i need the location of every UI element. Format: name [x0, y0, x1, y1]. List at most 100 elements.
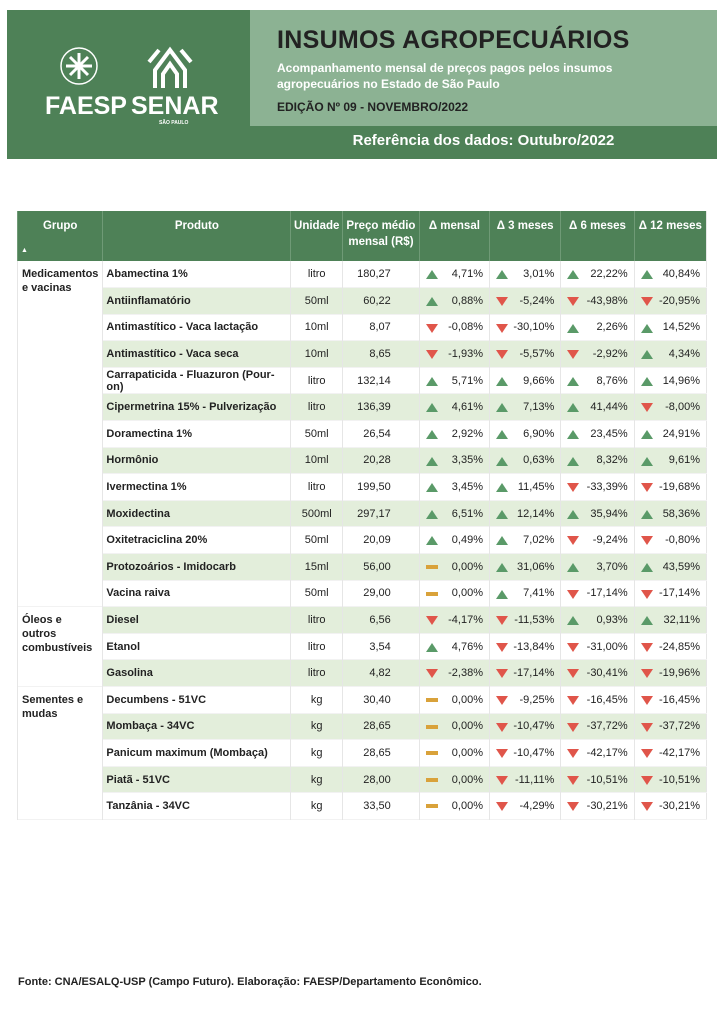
product-name: Antiinflamatório [106, 294, 191, 307]
unit-cell: 10ml [290, 314, 343, 341]
change-3-months-cell: -11,11% [488, 766, 561, 793]
unit-cell: litro [290, 393, 343, 421]
column-header[interactable]: Produto [102, 211, 291, 261]
column-header-label: Δ 3 meses [496, 220, 554, 232]
change-3-months-cell: 0,63% [488, 447, 561, 474]
page-subtitle: Acompanhamento mensal de preços pagos pe… [277, 61, 613, 91]
triangle-up-icon [495, 563, 508, 573]
product-name: Oxitetraciclina 20% [106, 534, 208, 547]
average-price: 28,00 [363, 773, 391, 786]
product-name-cell: Antimastítico - Vaca lactação [102, 314, 291, 341]
average-price-cell: 8,07 [342, 314, 420, 341]
change-3-months: -4,29% [519, 800, 555, 813]
change-6-months-cell: -37,72% [560, 713, 635, 740]
triangle-down-icon [640, 669, 653, 679]
average-price: 29,00 [363, 587, 391, 600]
change-3-months-cell: -30,10% [488, 314, 561, 341]
product-name: Diesel [106, 614, 139, 627]
triangle-down-icon [567, 775, 580, 785]
change-3-months-cell: -13,84% [488, 633, 561, 660]
change-monthly: 6,51% [451, 507, 483, 520]
product-name: Moxidectina [106, 507, 170, 520]
triangle-down-icon [640, 749, 653, 759]
senar-logo-text: SENAR [131, 92, 219, 120]
triangle-up-icon [640, 563, 653, 573]
change-6-months: -33,39% [586, 481, 628, 494]
change-monthly-cell: 3,45% [418, 473, 490, 501]
triangle-up-icon [495, 430, 508, 440]
change-monthly-cell: 0,49% [418, 526, 490, 554]
change-12-months-cell: -0,80% [633, 526, 707, 554]
change-12-months-cell: -19,68% [633, 473, 707, 501]
change-3-months: -11,53% [514, 614, 555, 627]
average-price-cell: 6,56 [342, 606, 420, 634]
triangle-up-icon [640, 456, 653, 466]
change-6-months-cell: -9,24% [560, 526, 635, 554]
average-price: 33,50 [363, 800, 391, 813]
triangle-up-icon [495, 456, 508, 466]
change-6-months: -16,45% [586, 693, 628, 706]
change-6-months-cell: -30,41% [560, 659, 635, 687]
unit: 10ml [304, 348, 329, 361]
average-price-cell: 136,39 [342, 393, 420, 421]
change-monthly-cell: 0,00% [418, 713, 490, 740]
column-header[interactable]: Unidade [290, 211, 343, 261]
change-monthly: -4,17% [448, 614, 483, 627]
triangle-down-icon [495, 696, 508, 705]
product-name-cell: Antimastítico - Vaca seca [102, 340, 291, 368]
triangle-up-icon [495, 483, 508, 493]
triangle-up-icon [425, 509, 438, 519]
unit: kg [310, 773, 323, 786]
product-name: Piatã - 51VC [106, 773, 171, 786]
average-price: 28,65 [363, 720, 391, 733]
average-price-cell: 297,17 [342, 500, 420, 527]
triangle-up-icon [567, 563, 580, 573]
change-monthly-cell: 0,00% [418, 686, 490, 714]
change-monthly-cell: -2,38% [418, 659, 490, 687]
change-6-months-cell: 8,32% [560, 447, 635, 474]
change-6-months: -9,24% [592, 534, 628, 547]
change-3-months-cell: -10,47% [488, 739, 561, 767]
change-6-months-cell: -43,98% [560, 287, 635, 315]
triangle-down-icon [567, 749, 580, 759]
change-6-months: -17,14% [586, 587, 628, 600]
change-monthly-cell: 3,35% [418, 447, 490, 474]
change-monthly: 0,00% [451, 587, 483, 600]
product-name-cell: Moxidectina [102, 500, 291, 527]
product-name: Etanol [106, 640, 141, 653]
column-header[interactable]: Preço médio mensal (R$) [342, 211, 420, 261]
column-header[interactable]: Δ mensal [418, 211, 490, 261]
column-header[interactable]: Δ 3 meses [488, 211, 561, 261]
column-header[interactable]: Δ 12 meses [633, 211, 707, 261]
change-12-months: -19,96% [659, 667, 700, 680]
average-price-cell: 28,65 [342, 739, 420, 767]
change-3-months-cell: 7,02% [488, 526, 561, 554]
triangle-down-icon [640, 642, 653, 652]
triangle-down-icon [640, 589, 653, 599]
product-name: Hormônio [106, 454, 159, 467]
flat-dash-icon [425, 777, 438, 782]
change-monthly-cell: 4,61% [418, 393, 490, 421]
product-name-cell: Carrapaticida - Fluazuron (Pour-on) [102, 367, 291, 394]
triangle-down-icon [425, 350, 438, 360]
change-3-months: 6,90% [523, 427, 555, 440]
unit: litro [307, 401, 326, 414]
sort-asc-icon[interactable]: ▲ [21, 247, 28, 254]
change-6-months: -43,98% [586, 294, 628, 307]
column-header[interactable]: Δ 6 meses [560, 211, 635, 261]
triangle-down-icon [425, 323, 438, 333]
change-12-months: 14,52% [662, 321, 700, 334]
change-12-months: 43,59% [662, 560, 700, 573]
triangle-down-icon [495, 323, 508, 333]
triangle-down-icon [640, 775, 653, 785]
change-6-months-cell: -17,14% [560, 580, 635, 607]
change-12-months-cell: 24,91% [633, 420, 707, 448]
change-monthly: 0,00% [451, 800, 483, 813]
column-header[interactable]: Grupo ▲ [16, 211, 103, 261]
change-12-months-cell: 14,96% [633, 367, 707, 394]
average-price: 4,82 [369, 667, 391, 680]
average-price: 297,17 [357, 507, 391, 520]
table-row: Óleos e outros combustíveis Diesel litro 6,… [16, 606, 707, 687]
product-name-cell: Tanzânia - 34VC [102, 792, 291, 820]
triangle-down-icon [567, 802, 580, 812]
